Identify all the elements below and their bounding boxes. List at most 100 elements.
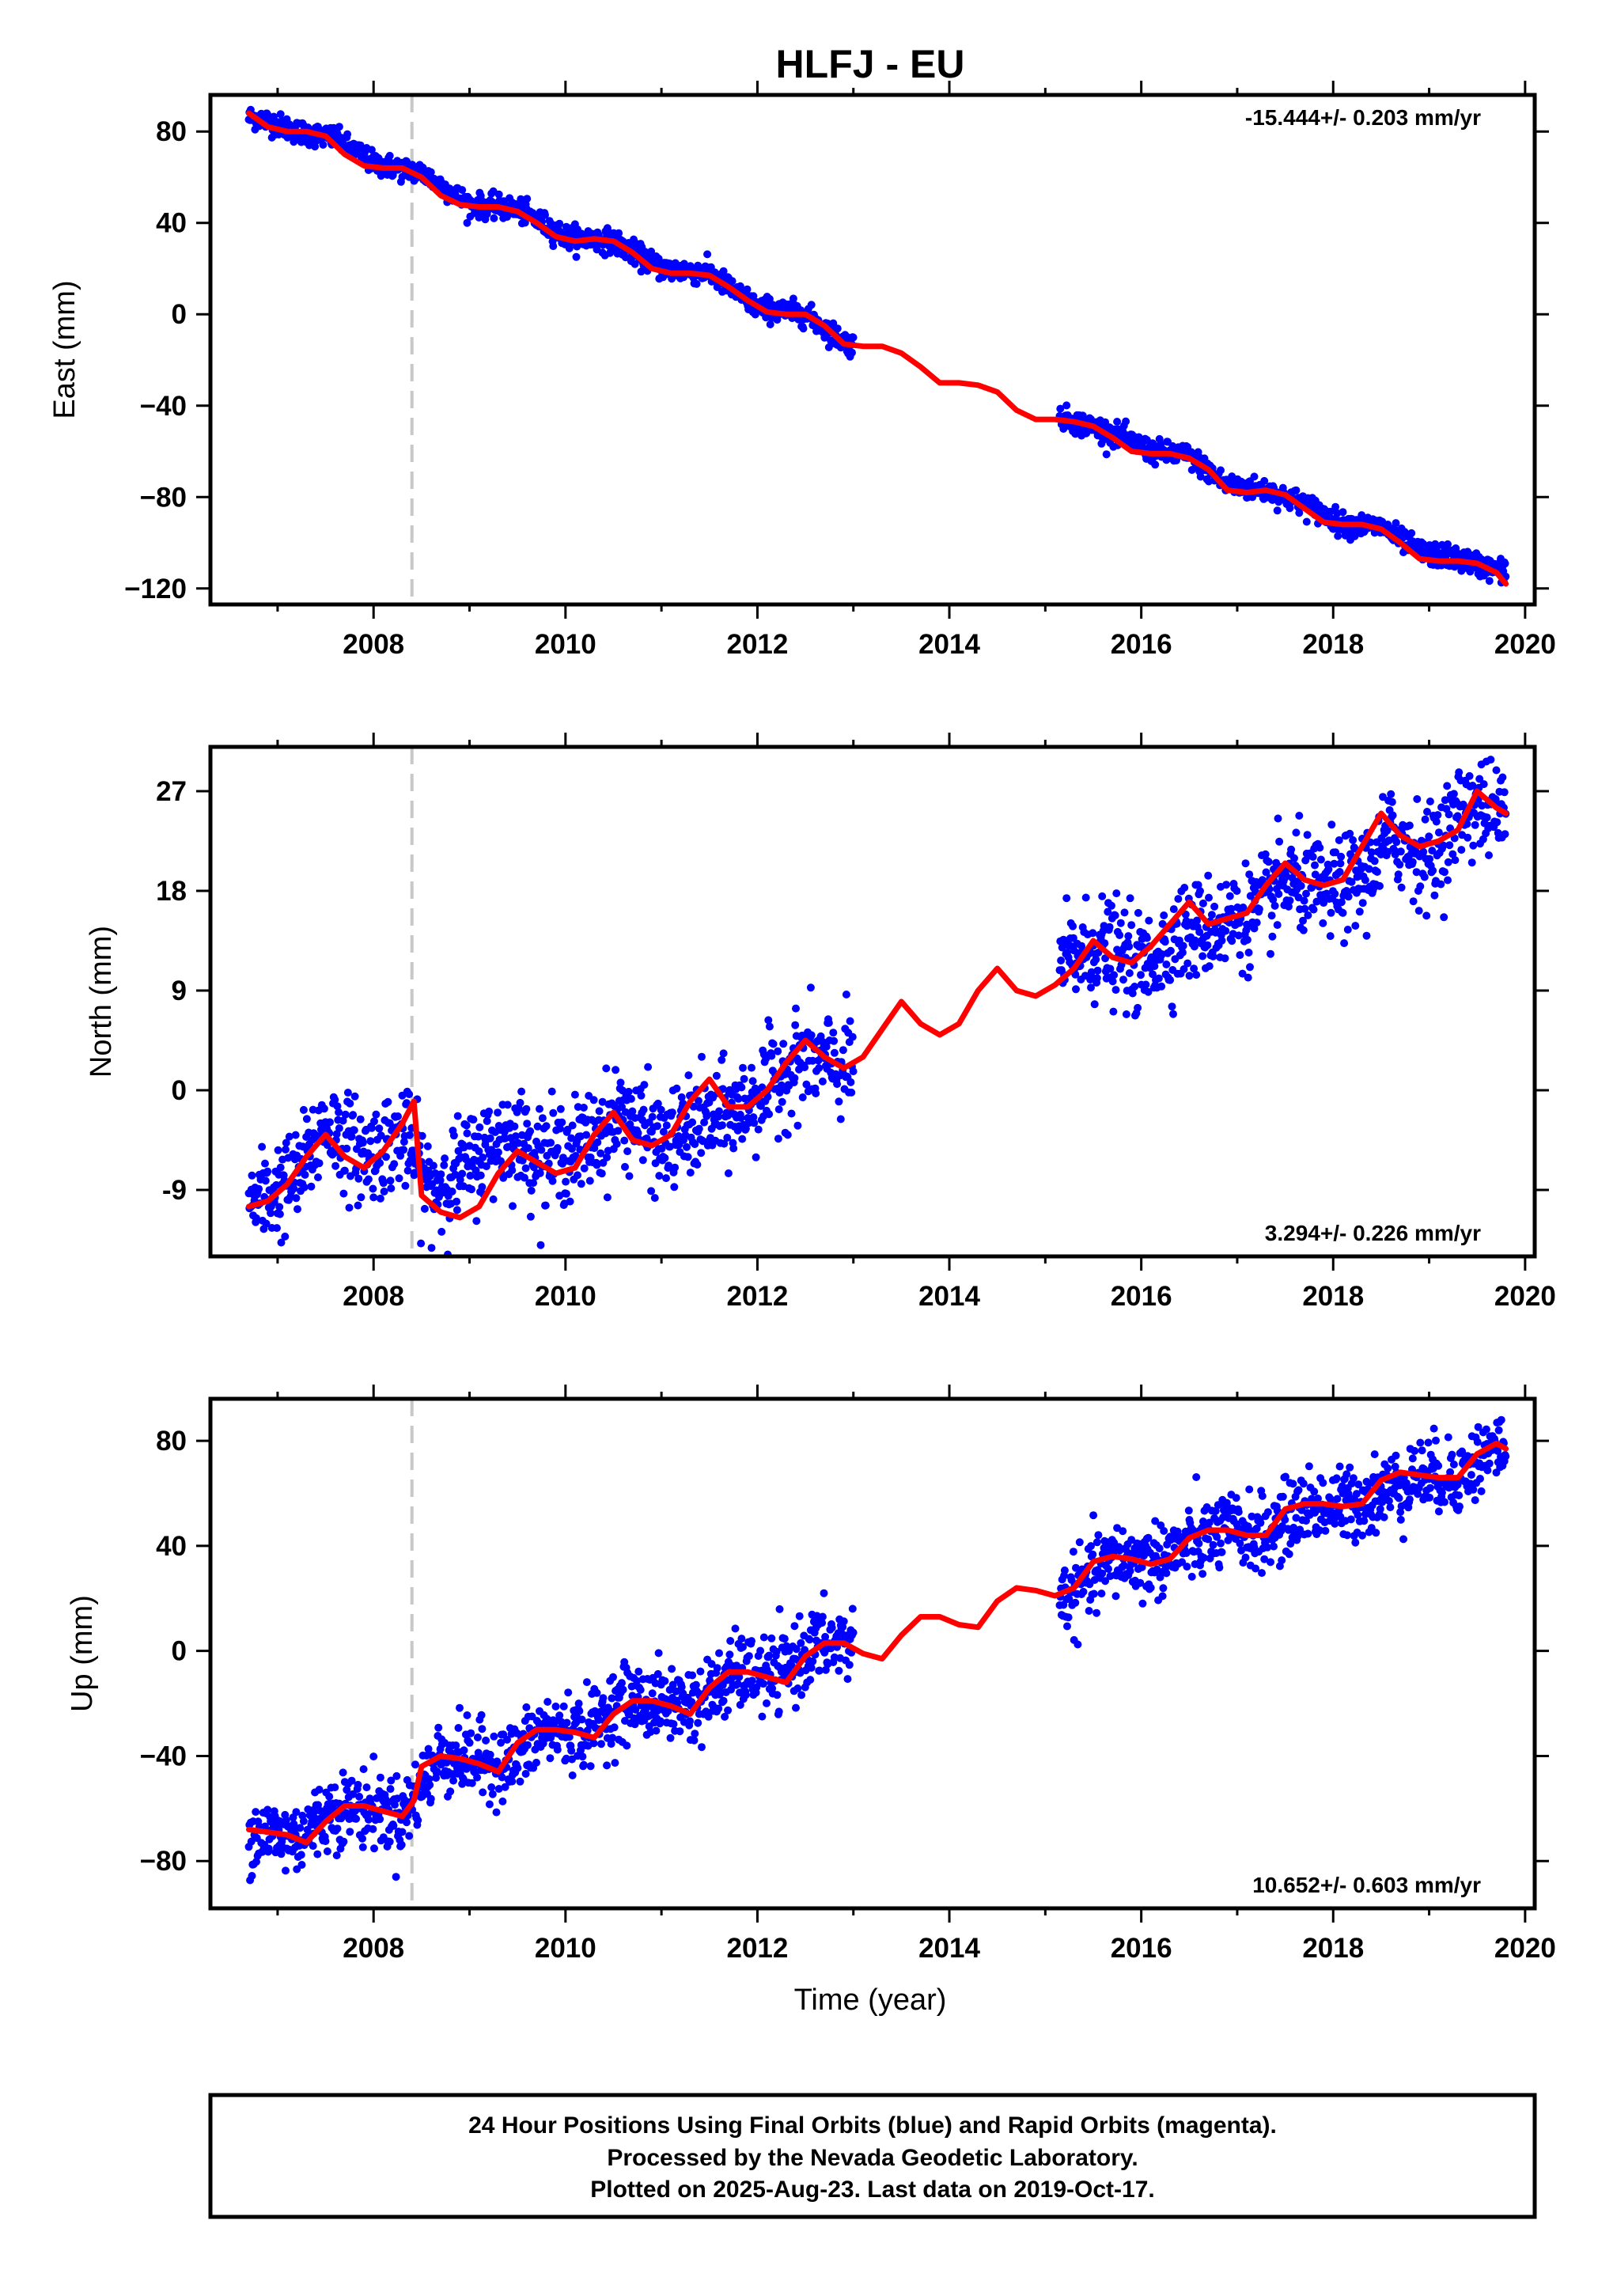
north-daily-point xyxy=(847,1088,856,1097)
up-daily-point xyxy=(792,1703,800,1712)
north-daily-point xyxy=(577,1180,585,1188)
east-daily-point xyxy=(1292,486,1301,494)
up-daily-point xyxy=(553,1745,562,1754)
north-daily-point xyxy=(1161,938,1169,946)
up-daily-point xyxy=(522,1703,531,1711)
north-daily-point xyxy=(620,1136,629,1145)
up-daily-point xyxy=(801,1646,809,1654)
north-daily-point xyxy=(275,1203,284,1211)
east-daily-point xyxy=(1062,401,1071,410)
up-panel: 2008 2010 2012 2014 2016 2018 202080400−40−80U… xyxy=(66,1385,1556,1964)
up-daily-point xyxy=(376,1815,384,1824)
up-daily-point xyxy=(586,1762,595,1771)
up-daily-point xyxy=(392,1771,401,1780)
up-daily-point xyxy=(1285,1550,1293,1559)
north-daily-point xyxy=(1190,942,1198,951)
north-x-tick-label: 2018 xyxy=(1302,1281,1364,1312)
east-daily-point xyxy=(799,324,808,333)
up-daily-point xyxy=(503,1735,511,1744)
east-daily-point xyxy=(565,244,574,252)
north-daily-point xyxy=(482,1162,490,1171)
north-daily-point xyxy=(1077,942,1086,950)
north-daily-point xyxy=(1108,977,1117,986)
north-daily-point xyxy=(684,1071,693,1080)
north-daily-point xyxy=(301,1170,309,1179)
up-daily-point xyxy=(449,1776,458,1785)
up-daily-point xyxy=(559,1702,568,1711)
up-daily-point xyxy=(1087,1542,1095,1551)
up-daily-point xyxy=(434,1723,443,1732)
north-daily-point xyxy=(1419,847,1428,856)
east-daily-point xyxy=(1196,472,1205,481)
north-daily-point xyxy=(1098,892,1107,900)
north-daily-point xyxy=(574,1171,581,1180)
east-daily-point xyxy=(555,219,564,228)
up-daily-point xyxy=(446,1787,455,1796)
east-daily-point xyxy=(458,186,467,195)
north-daily-point xyxy=(1367,848,1376,857)
north-daily-point xyxy=(1190,964,1198,973)
north-plot-frame xyxy=(208,744,1537,1259)
up-daily-point xyxy=(1187,1572,1196,1581)
east-rate-label: -15.444+/- 0.203 mm/yr xyxy=(1245,105,1481,130)
north-daily-point xyxy=(1444,876,1452,885)
north-daily-point xyxy=(1376,881,1384,890)
north-daily-point xyxy=(637,1091,646,1100)
north-x-tick-label: 2014 xyxy=(918,1281,980,1312)
north-daily-point xyxy=(1365,865,1373,873)
north-daily-point xyxy=(1430,891,1439,900)
north-daily-point xyxy=(1351,922,1360,930)
north-daily-point xyxy=(522,1104,531,1113)
north-daily-point xyxy=(1111,986,1120,995)
up-daily-point xyxy=(633,1677,641,1685)
north-daily-point xyxy=(1090,1000,1099,1009)
north-daily-point xyxy=(1183,959,1192,968)
north-daily-point xyxy=(1092,955,1100,964)
up-daily-point xyxy=(664,1707,672,1715)
north-daily-point xyxy=(510,1122,519,1131)
north-daily-point xyxy=(1124,932,1133,941)
up-daily-point xyxy=(1065,1595,1074,1603)
north-daily-point xyxy=(320,1104,328,1113)
east-daily-point xyxy=(621,253,630,262)
north-daily-point xyxy=(536,1241,545,1249)
up-daily-point xyxy=(369,1824,377,1833)
north-panel: 2008 2010 2012 2014 2016 2018 2020271890-9Nort… xyxy=(85,733,1556,1312)
north-daily-point xyxy=(512,1132,520,1141)
north-daily-point xyxy=(347,1132,356,1141)
north-daily-point xyxy=(1292,828,1301,837)
north-daily-point xyxy=(822,1043,831,1051)
north-daily-point xyxy=(1207,911,1216,919)
north-y-tick-label: 27 xyxy=(156,776,187,807)
north-daily-point xyxy=(1388,798,1396,806)
north-daily-point xyxy=(640,1081,649,1089)
north-daily-point xyxy=(603,1193,612,1202)
north-daily-point xyxy=(1120,908,1129,917)
north-daily-point xyxy=(1191,936,1199,945)
north-daily-point xyxy=(458,1169,467,1178)
north-daily-point xyxy=(644,1063,653,1071)
north-daily-point xyxy=(261,1176,270,1185)
east-daily-point xyxy=(1407,529,1416,537)
north-daily-point xyxy=(1421,815,1429,824)
up-daily-point xyxy=(494,1785,503,1793)
north-daily-point xyxy=(1069,934,1077,942)
north-daily-point xyxy=(1134,908,1142,917)
north-daily-point xyxy=(1225,892,1234,900)
up-daily-point xyxy=(797,1639,805,1647)
north-daily-point xyxy=(1426,798,1434,805)
north-daily-point xyxy=(1299,926,1308,934)
up-daily-point xyxy=(1126,1567,1134,1575)
north-daily-point xyxy=(602,1064,611,1073)
north-daily-point xyxy=(1264,858,1273,866)
north-daily-point xyxy=(1475,775,1484,783)
north-daily-point xyxy=(429,1161,437,1170)
up-daily-point xyxy=(482,1736,490,1745)
north-daily-point xyxy=(375,1124,384,1133)
east-model-fit-line xyxy=(246,110,1509,587)
up-daily-point xyxy=(1138,1599,1147,1608)
up-daily-point xyxy=(346,1828,354,1836)
east-daily-point xyxy=(1339,508,1347,517)
up-daily-point xyxy=(636,1685,645,1694)
north-daily-point xyxy=(737,1083,746,1092)
